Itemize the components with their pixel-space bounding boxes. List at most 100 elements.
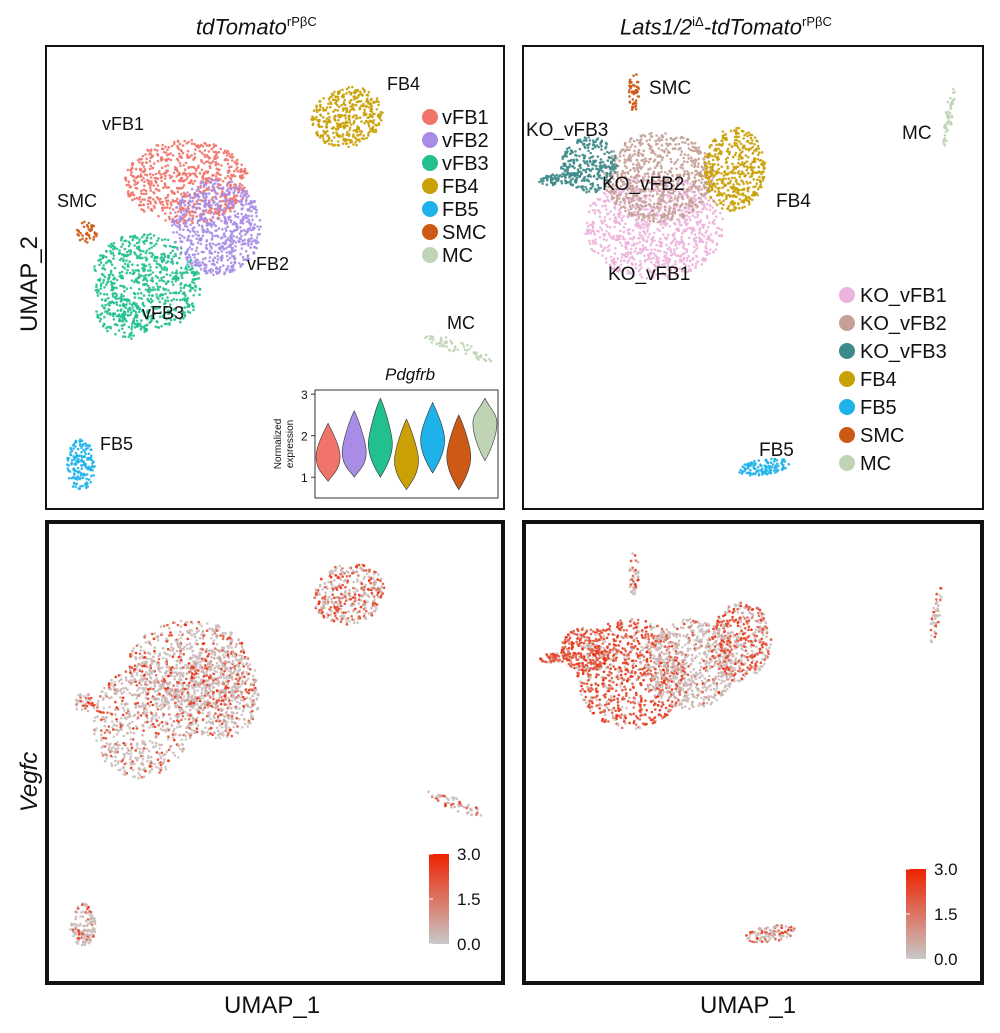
title-ko-gene: Lats1/2 (620, 14, 693, 40)
feature-points (539, 552, 943, 944)
title-control-sup: rPβC (286, 14, 317, 29)
legend-dot-vFB2 (422, 132, 438, 148)
vegfc-points-FB5 (745, 924, 796, 944)
vegfc-points-MC (929, 586, 943, 644)
points-FB4 (310, 85, 384, 149)
legend-label-FB4: FB4 (442, 176, 479, 198)
legend-dot-FB4 (839, 371, 855, 387)
feature-points (69, 563, 483, 947)
cluster-label-FB4: FB4 (387, 74, 420, 94)
points-KO_vFB3-tail (538, 171, 586, 187)
violin-ytick-3: 3 (301, 388, 308, 402)
legend-dot-KO_vFB3 (839, 343, 855, 359)
cluster-label-vFB2: vFB2 (247, 254, 289, 274)
legend-dot-SMC (839, 427, 855, 443)
legend-label-KO_vFB3: KO_vFB3 (860, 341, 947, 363)
legend-dot-FB5 (422, 201, 438, 217)
legend-dot-MC (422, 247, 438, 263)
legend-dot-FB5 (839, 399, 855, 415)
vegfc-points-KO_vFB2 (644, 617, 738, 710)
legend-label-MC: MC (860, 453, 891, 475)
title-control-text: tdTomato (196, 14, 287, 40)
vegfc-colorbar-control-tick-1: 1.5 (457, 890, 481, 909)
violin-MC (472, 397, 498, 462)
panel-umap-ko: SMC KO_vFB3 KO_vFB2 KO_vFB1 FB4 MC FB5 KO_vFB1 K… (522, 45, 984, 510)
legend-label-SMC: SMC (860, 425, 904, 447)
umap-clusters-ko-plot: SMCKO_vFB3KO_vFB2KO_vFB1FB4MCFB5KO_vFB1K… (526, 73, 956, 477)
vegfc-points-vFB2 (171, 648, 260, 740)
legend-dot-vFB3 (422, 155, 438, 171)
cluster-label-FB5: FB5 (759, 440, 794, 461)
vegfc-points-MC (427, 790, 483, 817)
points-KO_vFB3 (559, 136, 619, 194)
cluster-label-vFB3: vFB3 (142, 303, 184, 323)
vegfc-colorbar-control-tick-0: 3.0 (457, 845, 481, 864)
vegfc-points-FB5 (69, 902, 97, 947)
vegfc-colorbar-control-bar (429, 854, 449, 944)
legend-label-MC: MC (442, 245, 473, 267)
title-ko-sup1: iΔ (692, 14, 704, 29)
vegfc-colorbar-ko: 3.0 1.5 0.0 (906, 860, 958, 969)
legend-label-FB4: FB4 (860, 369, 897, 391)
points-KO_vFB2 (603, 131, 715, 224)
legend-label-vFB3: vFB3 (442, 153, 489, 175)
umap-clusters-control-plot: vFB1vFB2vFB3FB4FB5SMCMCvFB1vFB2vFB3FB4FB… (57, 74, 499, 499)
legend-label-SMC: SMC (442, 222, 486, 244)
legend-label-KO_vFB2: KO_vFB2 (860, 313, 947, 335)
points-FB5 (738, 457, 791, 477)
legend-label-FB5: FB5 (860, 397, 897, 419)
violin-FB5 (420, 401, 445, 474)
legend-label-FB5: FB5 (442, 199, 479, 221)
vegfc-points-KO_vFB3 (560, 626, 612, 672)
legend-dot-SMC (422, 224, 438, 240)
legend-label-KO_vFB1: KO_vFB1 (860, 285, 947, 307)
legend-dot-KO_vFB1 (839, 287, 855, 303)
vegfc-colorbar-ko-tick-1: 1.5 (934, 905, 958, 924)
points-SMC (75, 220, 99, 244)
title-ko: Lats1/2iΔ-tdTomatorPβC (620, 14, 832, 40)
points-vFB2 (170, 178, 262, 277)
legend: KO_vFB1 KO_vFB2 KO_vFB3 FB4 FB5 SMC MC (839, 285, 947, 475)
points-vFB3 (93, 232, 202, 332)
violin-FB4 (394, 418, 419, 491)
vegfc-colorbar-ko-tick-2: 0.0 (934, 950, 958, 969)
ylabel-vegfc: Vegfc (16, 751, 43, 813)
vegfc-colorbar-ko-bar (906, 869, 926, 959)
violin-title: Pdgfrb (385, 365, 435, 384)
legend-label-vFB2: vFB2 (442, 130, 489, 152)
cluster-points (65, 85, 493, 491)
vegfc-points-FB4 (313, 563, 386, 626)
title-ko-sup2: rPβC (802, 14, 832, 29)
points-MC (942, 87, 956, 147)
legend-dot-MC (839, 455, 855, 471)
legend-label-vFB1: vFB1 (442, 107, 489, 129)
points-SMC (627, 73, 641, 111)
xlabel-right: UMAP_1 (700, 992, 797, 1019)
cluster-label-vFB1: vFB1 (102, 114, 144, 134)
violin-ytick-1: 1 (301, 471, 308, 485)
legend-dot-vFB1 (422, 109, 438, 125)
cluster-label-KO_vFB2: KO_vFB2 (602, 174, 684, 195)
violin-vFB1 (315, 422, 341, 482)
vegfc-points-KO_vFB3-tail (539, 651, 578, 664)
points-MC (424, 334, 493, 363)
vegfc-colorbar-control: 3.0 1.5 0.0 (429, 845, 481, 954)
legend-dot-FB4 (422, 178, 438, 194)
cluster-label-SMC: SMC (57, 191, 97, 211)
cluster-points (538, 73, 956, 477)
panel-umap-control: vFB1 vFB2 vFB3 FB4 FB5 SMC MC vFB1 vFB2 vFB3 FB4 FB… (45, 45, 505, 510)
vegfc-feature-control-plot: 3.0 1.5 0.0 (69, 563, 483, 954)
ylabel-umap2: UMAP_2 (16, 235, 43, 333)
violin-ylabel: Normalizedexpression (273, 419, 296, 470)
cluster-label-SMC: SMC (649, 78, 691, 99)
vegfc-points-FB4 (710, 601, 773, 683)
points-FB5 (65, 438, 96, 491)
vegfc-points-SMC (75, 693, 96, 713)
xlabel-left: UMAP_1 (224, 992, 321, 1019)
title-ko-reporter: -tdTomato (703, 14, 802, 40)
legend-dot-KO_vFB2 (839, 315, 855, 331)
violin-vFB2 (341, 410, 367, 478)
vegfc-points-SMC (628, 552, 640, 596)
cluster-label-FB5: FB5 (100, 434, 133, 454)
